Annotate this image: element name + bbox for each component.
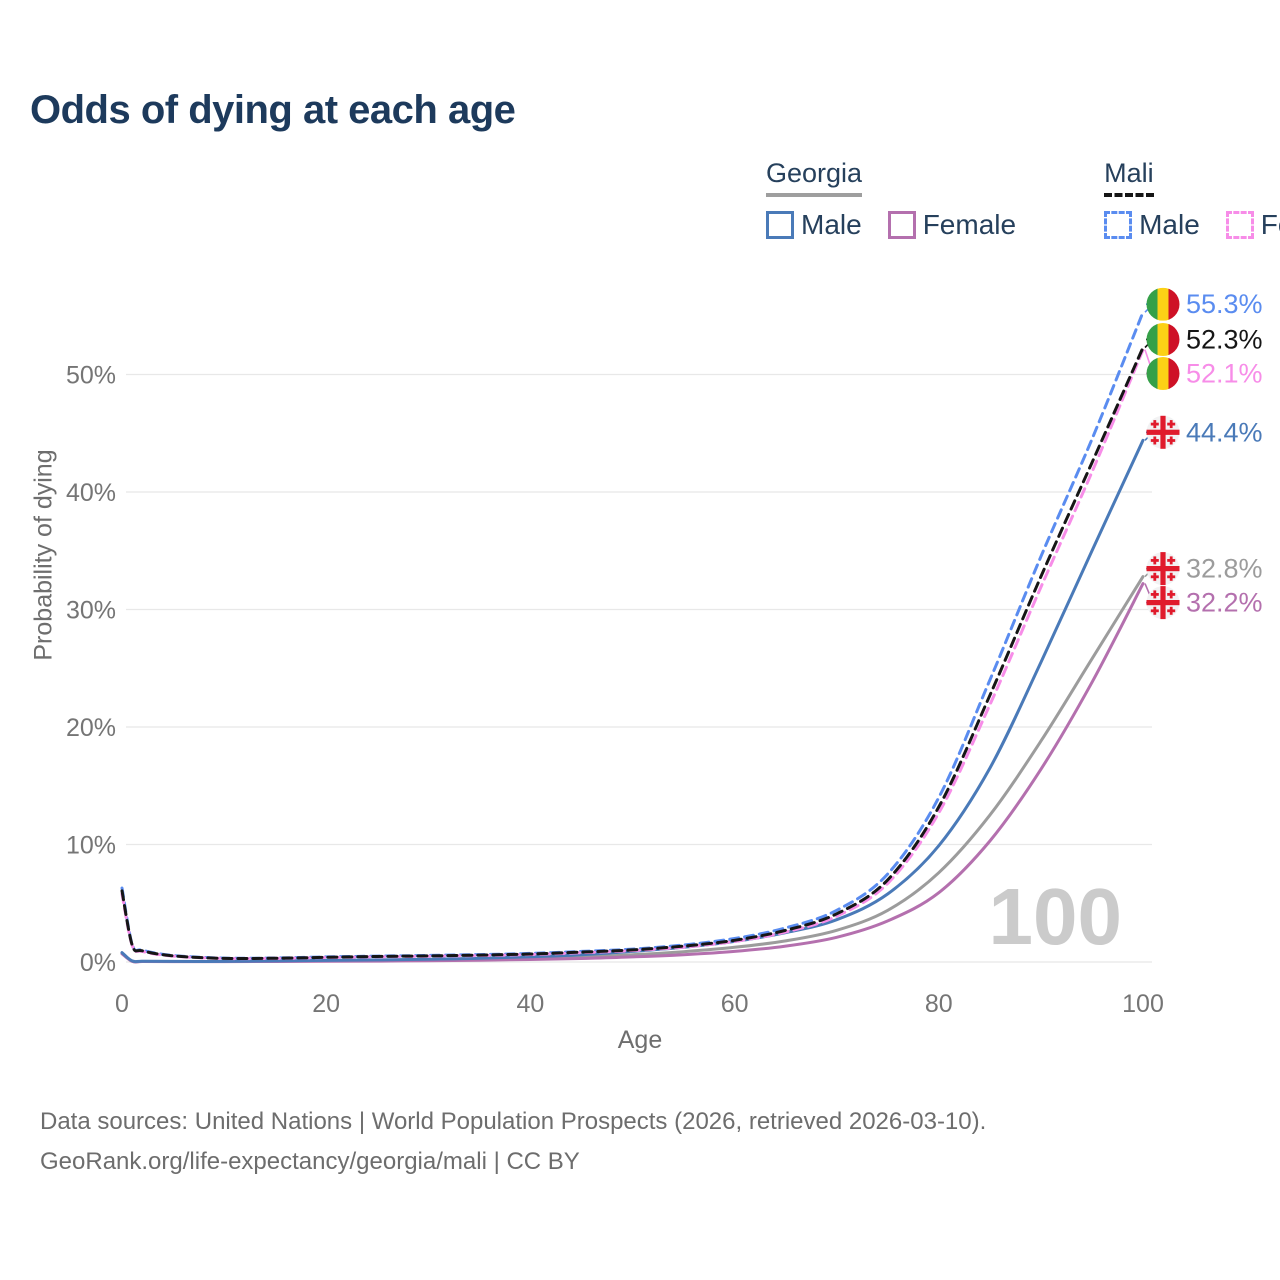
legend-item-georgia-male[interactable]: Male — [766, 209, 862, 241]
x-tick-label: 20 — [312, 990, 340, 1018]
x-tick-label: 100 — [1122, 990, 1164, 1018]
legend-item-mali-female[interactable]: Female — [1225, 209, 1280, 241]
series-end-value-label: 44.4% — [1186, 417, 1263, 447]
legend-item-mali-male[interactable]: Male — [1104, 209, 1200, 241]
legend-group-mali: Mali Male Female — [1104, 158, 1280, 241]
series-end-value-label: 55.3% — [1186, 289, 1263, 319]
georgia-female-swatch-icon — [887, 211, 916, 239]
y-tick-label: 10% — [66, 832, 116, 860]
footer-attribution-link: GeoRank.org/life-expectancy/georgia/mali… — [40, 1148, 580, 1175]
legend-items-mali: Male Female — [1104, 209, 1280, 241]
page-title: Odds of dying at each age — [30, 88, 516, 132]
y-tick-label: 0% — [80, 949, 116, 977]
series-end-value-label: 32.2% — [1186, 588, 1263, 618]
series-end-value-label: 52.1% — [1186, 358, 1263, 388]
y-tick-label: 20% — [66, 714, 116, 742]
legend-country-georgia[interactable]: Georgia — [766, 158, 1016, 197]
legend-country-mali[interactable]: Mali — [1104, 158, 1280, 197]
legend-items-georgia: Male Female — [766, 209, 1016, 241]
mali-male-swatch-icon — [1104, 211, 1133, 239]
legend: Georgia Male Female Mali Male — [766, 158, 1280, 241]
hover-age-watermark: 100 — [989, 872, 1122, 961]
series-end-value-label: 32.8% — [1186, 554, 1263, 584]
legend-country-mali-label: Mali — [1104, 158, 1154, 197]
legend-item-georgia-female[interactable]: Female — [887, 209, 1017, 241]
mali-flag-icon — [1146, 322, 1180, 356]
georgia-flag-icon — [1146, 415, 1180, 449]
legend-country-georgia-label: Georgia — [766, 158, 863, 197]
series-line-mali-male[interactable] — [120, 310, 1145, 960]
series-line-mali-both-sexes[interactable] — [120, 346, 1145, 961]
y-tick-label: 30% — [66, 597, 116, 625]
footer-data-sources: Data sources: United Nations | World Pop… — [40, 1108, 987, 1135]
legend-item-label: Male — [801, 209, 862, 240]
series-line-mali-female[interactable] — [120, 348, 1145, 961]
legend-group-georgia: Georgia Male Female — [766, 158, 1016, 241]
series-end-value-label: 52.3% — [1186, 324, 1263, 354]
x-tick-label: 60 — [721, 990, 749, 1018]
legend-item-label: Female — [1260, 209, 1280, 240]
georgia-male-swatch-icon — [766, 211, 794, 239]
x-axis-label: Age — [617, 1026, 663, 1054]
x-tick-label: 0 — [115, 990, 129, 1018]
y-axis-label: Probability of dying — [29, 449, 58, 661]
x-tick-label: 40 — [516, 990, 544, 1018]
legend-item-label: Male — [1139, 209, 1200, 240]
mali-female-swatch-icon — [1225, 211, 1254, 239]
mali-flag-icon — [1146, 287, 1180, 321]
y-tick-label: 50% — [66, 362, 116, 390]
legend-item-label: Female — [922, 209, 1017, 240]
georgia-flag-icon — [1146, 552, 1180, 586]
mali-flag-icon — [1146, 356, 1180, 390]
georgia-flag-icon — [1146, 586, 1180, 620]
y-tick-label: 40% — [66, 479, 116, 507]
x-tick-label: 80 — [925, 990, 953, 1018]
